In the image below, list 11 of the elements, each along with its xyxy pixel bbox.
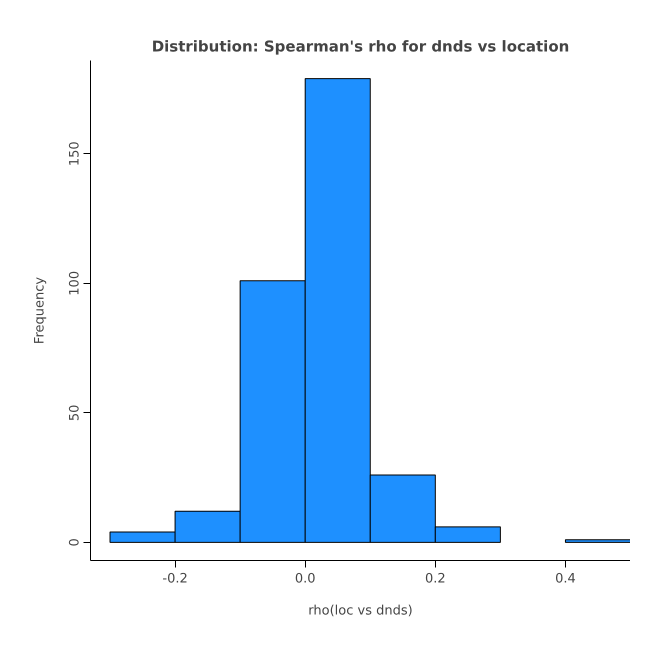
y-axis-title: Frequency xyxy=(32,276,48,344)
y-tick-label: 100 xyxy=(68,270,82,296)
x-tick-label: 0.0 xyxy=(294,572,316,586)
x-tick-label: 0.2 xyxy=(424,572,446,586)
y-tick-label: 150 xyxy=(68,141,82,166)
chart-title: Distribution: Spearman's rho for dnds vs location xyxy=(152,38,570,56)
x-axis-title: rho(loc vs dnds) xyxy=(308,604,413,618)
x-tick-label: -0.2 xyxy=(162,572,188,586)
x-tick-label: 0.4 xyxy=(555,572,576,586)
y-tick-label: 50 xyxy=(68,404,82,422)
y-tick-label: 0 xyxy=(68,538,82,546)
